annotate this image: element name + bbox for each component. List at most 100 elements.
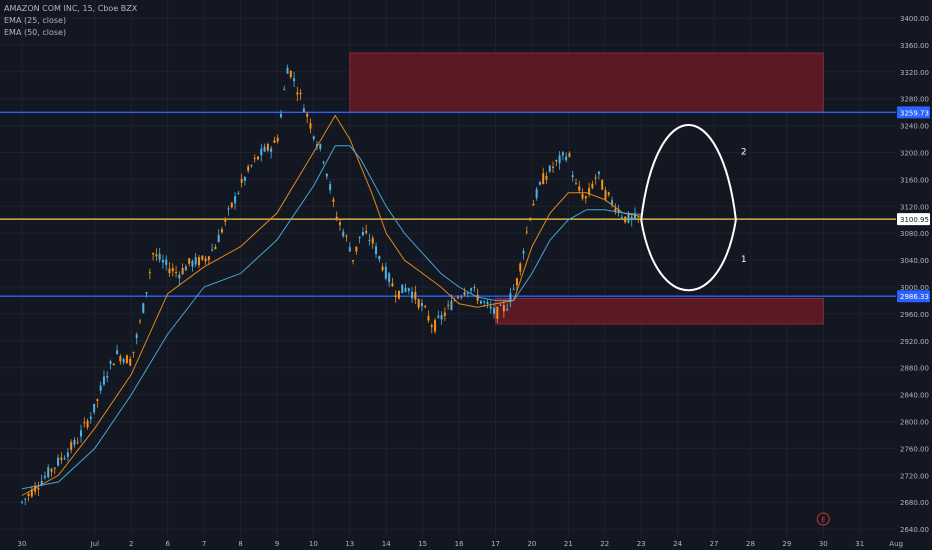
price-axis-panel bbox=[896, 0, 932, 550]
time-tick-label: 30 bbox=[18, 540, 27, 548]
candle-body bbox=[53, 467, 56, 469]
candle-body bbox=[273, 140, 276, 143]
candle-body bbox=[178, 274, 181, 279]
candle-body bbox=[319, 143, 322, 150]
level-badge-label: 3100.95 bbox=[900, 216, 929, 224]
candle-body bbox=[132, 351, 135, 353]
price-tick-label: 3400.00 bbox=[900, 15, 929, 23]
candle-body bbox=[266, 144, 269, 151]
time-tick-label: 23 bbox=[637, 540, 646, 548]
candle-body bbox=[135, 334, 138, 339]
candle-body bbox=[470, 288, 473, 291]
candle-body bbox=[155, 254, 158, 257]
demand-zone bbox=[494, 297, 824, 325]
candle-body bbox=[420, 303, 423, 307]
candle-body bbox=[368, 239, 371, 241]
candle-body bbox=[342, 231, 345, 237]
candle-body bbox=[125, 355, 128, 364]
price-tick-label: 2800.00 bbox=[900, 419, 929, 427]
candle-body bbox=[434, 320, 437, 332]
candle-body bbox=[401, 284, 404, 294]
candle-body bbox=[37, 487, 40, 490]
candle-body bbox=[453, 300, 456, 302]
ema-25-legend: EMA (25, close) bbox=[4, 16, 67, 25]
time-tick-label: 27 bbox=[710, 540, 719, 548]
price-tick-label: 2680.00 bbox=[900, 499, 929, 507]
time-tick-label: 8 bbox=[238, 540, 242, 548]
time-tick-label: Aug bbox=[889, 540, 903, 548]
candle-body bbox=[378, 255, 381, 260]
candle-body bbox=[83, 422, 86, 424]
projection-lower-curve bbox=[640, 219, 737, 292]
candle-body bbox=[617, 209, 620, 214]
candle-body bbox=[293, 78, 296, 82]
candle-body bbox=[529, 218, 532, 221]
candle-body bbox=[594, 177, 597, 179]
candle-body bbox=[466, 292, 469, 294]
candle-body bbox=[574, 183, 577, 185]
candle-body bbox=[325, 173, 328, 177]
candle-body bbox=[365, 230, 368, 233]
candle-body bbox=[175, 271, 178, 273]
time-tick-label: 16 bbox=[455, 540, 464, 548]
time-tick-label: 20 bbox=[527, 540, 536, 548]
candle-body bbox=[96, 399, 99, 401]
candle-body bbox=[243, 177, 246, 181]
candle-body bbox=[424, 306, 427, 308]
candle-body bbox=[430, 325, 433, 328]
candle-body bbox=[139, 320, 142, 322]
candle-body bbox=[89, 416, 92, 419]
candle-body bbox=[384, 266, 387, 279]
candle-body bbox=[198, 257, 201, 266]
candle-body bbox=[112, 363, 115, 366]
candle-body bbox=[637, 216, 640, 218]
candle-body bbox=[597, 171, 600, 174]
candle-body bbox=[21, 501, 23, 503]
candle-body bbox=[588, 188, 591, 195]
candle-body bbox=[486, 301, 489, 304]
candle-body bbox=[152, 253, 155, 255]
candle-body bbox=[181, 267, 184, 275]
candle-body bbox=[240, 179, 243, 183]
candle-body bbox=[145, 292, 148, 294]
candle-body bbox=[116, 350, 119, 354]
candle-body bbox=[450, 300, 453, 310]
candle-body bbox=[548, 165, 551, 172]
candle-body bbox=[538, 182, 541, 185]
projection-upper-curve bbox=[640, 124, 737, 220]
candle-body bbox=[227, 208, 230, 210]
candle-body bbox=[407, 288, 410, 291]
time-tick-label: 31 bbox=[855, 540, 864, 548]
candle-body bbox=[614, 208, 617, 212]
time-tick-label: 28 bbox=[746, 540, 755, 548]
candle-body bbox=[263, 146, 266, 152]
candle-body bbox=[191, 260, 194, 267]
candle-body bbox=[630, 216, 633, 220]
price-tick-label: 3280.00 bbox=[900, 96, 929, 104]
candle-body bbox=[473, 286, 476, 289]
candle-body bbox=[375, 246, 378, 255]
time-tick-label: 2 bbox=[129, 540, 133, 548]
price-tick-label: 3040.00 bbox=[900, 257, 929, 265]
candle-body bbox=[106, 375, 109, 378]
candle-body bbox=[397, 290, 400, 299]
time-tick-label: 15 bbox=[418, 540, 427, 548]
candle-body bbox=[545, 175, 548, 180]
candle-body bbox=[279, 113, 282, 118]
candle-body bbox=[381, 266, 384, 271]
candle-body bbox=[565, 156, 568, 161]
candle-body bbox=[119, 356, 122, 362]
candle-body bbox=[355, 246, 358, 252]
candle-body bbox=[253, 157, 256, 159]
candle-body bbox=[102, 376, 105, 385]
candle-body bbox=[312, 136, 315, 140]
candle-body bbox=[217, 234, 220, 243]
candle-body bbox=[338, 222, 341, 225]
candle-body bbox=[578, 186, 581, 191]
price-tick-label: 3320.00 bbox=[900, 69, 929, 77]
candle-body bbox=[345, 235, 348, 237]
candle-body bbox=[220, 229, 223, 233]
time-tick-label: 6 bbox=[165, 540, 170, 548]
candle-body bbox=[50, 468, 53, 472]
